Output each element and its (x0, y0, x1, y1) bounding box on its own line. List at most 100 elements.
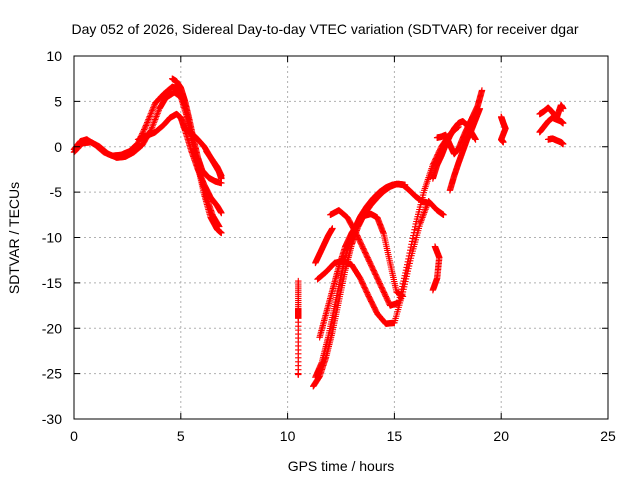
data-point-marker (406, 249, 413, 257)
data-point-marker (140, 127, 147, 135)
data-point-marker (404, 258, 412, 266)
x-tick-label: 5 (177, 428, 185, 444)
x-tick-label: 25 (600, 428, 616, 444)
data-point-marker (395, 299, 402, 307)
series-arc-s (536, 101, 567, 121)
data-point-marker (150, 119, 158, 126)
data-point-marker (404, 261, 411, 268)
series-arc-r (498, 113, 509, 146)
axis-ticks: 0 5 10 15 20 25 -30 -25 -20 -15 -10 -5 0 5 10 (42, 48, 616, 444)
data-point-marker (329, 225, 336, 232)
data-point-marker (155, 108, 162, 115)
data-point-marker (149, 122, 156, 129)
data-point-marker (409, 235, 416, 242)
data-point-marker (400, 277, 407, 285)
data-point-marker (147, 110, 155, 117)
data-point-marker (559, 140, 567, 148)
x-tick-label: 10 (280, 428, 296, 444)
series-arc-k (312, 225, 336, 267)
x-tick-label: 20 (493, 428, 509, 444)
data-point-marker (144, 119, 151, 126)
data-point-marker (145, 114, 153, 122)
data-point-marker (405, 252, 413, 260)
data-point-marker (146, 113, 153, 120)
data-point-marker (154, 110, 161, 117)
data-point-marker (403, 264, 410, 271)
series-arc-q (433, 87, 486, 158)
x-tick-label: 0 (70, 428, 78, 444)
y-tick-label: -30 (42, 411, 62, 427)
y-tick-label: -25 (42, 366, 62, 382)
data-point-marker (500, 139, 507, 146)
data-point-marker (151, 117, 158, 125)
data-point-marker (401, 272, 408, 279)
data-point-marker (408, 238, 416, 245)
data-point-marker (411, 223, 419, 231)
data-point-marker (143, 120, 150, 128)
series-arc-i (312, 180, 409, 381)
data-point-marker (218, 175, 225, 182)
data-point-marker (402, 266, 410, 274)
y-tick-label: 5 (54, 93, 62, 109)
data-point-marker (151, 116, 159, 123)
data-point-marker (407, 244, 415, 251)
data-point-marker (440, 211, 447, 219)
data-point-marker (148, 124, 156, 131)
x-axis-title: GPS time / hours (288, 458, 395, 474)
data-marks (70, 75, 567, 390)
series-arc-f (203, 148, 225, 182)
data-point-marker (149, 105, 156, 113)
y-tick-label: -10 (42, 230, 62, 246)
data-point-marker (218, 209, 225, 217)
data-point-marker (559, 119, 567, 127)
data-point-marker (142, 122, 150, 129)
series-arc-t (536, 114, 567, 136)
chart-title: Day 052 of 2026, Sidereal Day-to-day VTE… (71, 21, 578, 37)
data-point-marker (399, 293, 407, 300)
data-point-marker (410, 229, 418, 236)
data-point-marker (148, 108, 155, 116)
data-point-marker (144, 117, 152, 125)
data-point-marker (559, 105, 567, 112)
series-arc-u (544, 135, 567, 148)
data-point-marker (399, 280, 407, 287)
data-point-marker (411, 226, 418, 233)
y-tick-label: 0 (54, 139, 62, 155)
data-point-marker (150, 120, 157, 128)
data-point-marker (410, 232, 417, 239)
y-tick-label: 10 (46, 48, 62, 64)
data-point-marker (141, 124, 148, 132)
data-point-marker (152, 114, 159, 122)
x-tick-label: 15 (387, 428, 403, 444)
data-point-marker (145, 116, 152, 123)
series-arc-g (295, 277, 302, 378)
data-point-marker (398, 286, 405, 293)
data-point-marker (153, 111, 161, 119)
data-point-marker (396, 296, 403, 304)
data-point-marker (142, 123, 149, 130)
y-tick-label: -5 (50, 184, 63, 200)
data-point-marker (472, 136, 479, 143)
data-point-marker (405, 255, 412, 263)
data-point-marker (295, 371, 302, 378)
data-point-marker (150, 104, 157, 111)
data-point-marker (218, 229, 225, 237)
data-point-marker (150, 102, 158, 110)
y-tick-label: -20 (42, 320, 62, 336)
data-point-marker (400, 275, 408, 282)
data-point-marker (153, 113, 160, 120)
data-point-marker (140, 126, 148, 133)
series-arc-p (429, 243, 443, 294)
data-point-marker (399, 283, 406, 290)
series-arc-m (316, 210, 407, 341)
data-point-marker (148, 107, 156, 114)
series-arc-l (327, 123, 462, 309)
y-axis-title: SDTVAR / TECUs (6, 182, 22, 294)
data-point-marker (402, 269, 409, 277)
data-point-marker (408, 241, 415, 248)
data-point-marker (431, 243, 439, 250)
data-point-marker (407, 246, 414, 254)
data-point-marker (147, 111, 154, 119)
data-point-marker (401, 181, 409, 189)
